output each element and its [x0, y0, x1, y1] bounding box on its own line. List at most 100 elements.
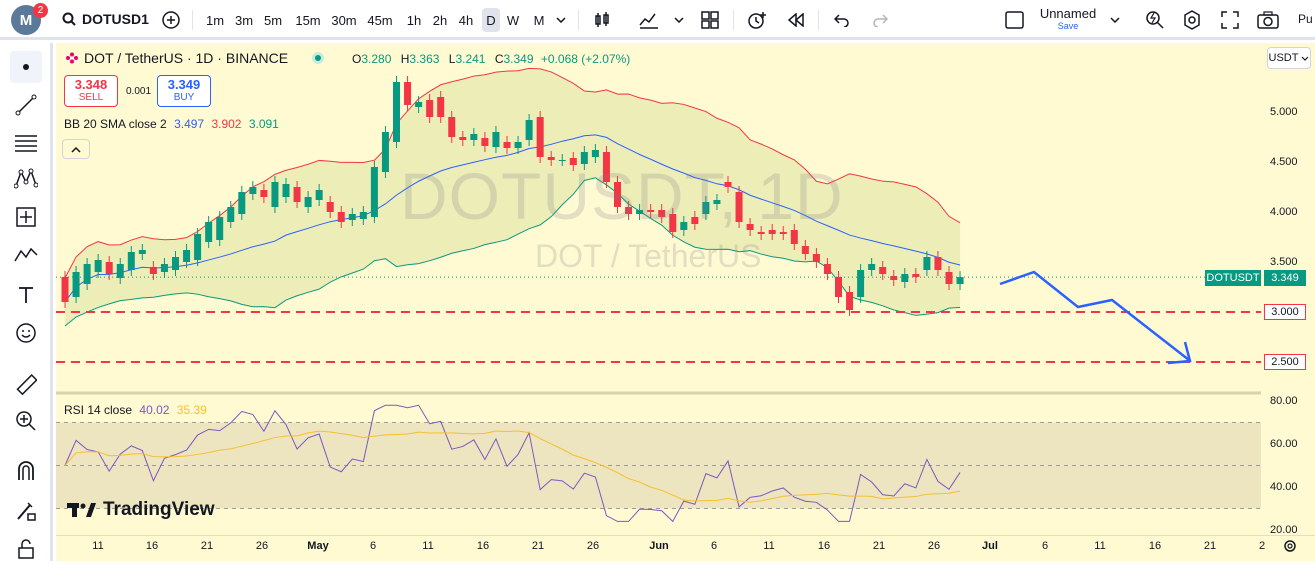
price-axis[interactable]	[1261, 43, 1315, 535]
candle-body	[835, 277, 842, 297]
timeframe-1m[interactable]: 1m	[205, 12, 225, 28]
symbol-watermark: DOTUSDT, 1D	[400, 159, 844, 233]
sell-label: SELL	[78, 92, 104, 103]
chevron-up-icon	[71, 146, 81, 153]
dot-icon	[23, 64, 29, 70]
time-label: 26	[586, 540, 600, 552]
market-status-icon[interactable]	[310, 50, 326, 66]
sell-button[interactable]: 3.348 SELL	[64, 75, 118, 107]
pattern-tool[interactable]	[10, 163, 42, 195]
indicators-dropdown[interactable]	[670, 8, 688, 32]
lock-tool[interactable]	[10, 533, 42, 565]
candle-body	[337, 212, 345, 222]
collapse-legend-button[interactable]	[62, 139, 90, 159]
layout-checkbox[interactable]	[1004, 8, 1026, 32]
buy-button[interactable]: 3.349 BUY	[157, 75, 211, 107]
top-toolbar: M 2 DOTUSD1 1m 3m 5m 15m 30m 45m 1h 2h 4h D W M Unn…	[0, 0, 1315, 40]
settings-button[interactable]	[1180, 8, 1204, 32]
time-axis[interactable]	[56, 535, 1315, 561]
undo-button[interactable]	[830, 8, 854, 32]
text-tool[interactable]	[10, 279, 42, 311]
rsi-legend[interactable]: RSI 14 close 40.02 35.39	[64, 403, 207, 417]
bb-upper-value: 3.902	[211, 117, 242, 131]
candle-body	[326, 202, 334, 212]
rsi-label: RSI 14 close	[64, 403, 133, 417]
price-label: 4.000	[1270, 206, 1298, 218]
projection-tool[interactable]	[10, 201, 42, 233]
currency-selector[interactable]: USDT	[1267, 47, 1311, 69]
candle-body	[779, 232, 787, 234]
tradingview-logo[interactable]: TradingView	[67, 499, 215, 521]
symbol-title: DOT / TetherUS · 1D · BINANCE	[84, 50, 289, 66]
axis-settings-button[interactable]	[1282, 538, 1298, 559]
time-label: 11	[422, 540, 434, 552]
add-symbol-button[interactable]	[160, 8, 182, 32]
candle-body	[72, 272, 80, 297]
zoom-tool[interactable]	[10, 405, 42, 437]
layout-button[interactable]	[698, 8, 722, 32]
candle-body	[713, 200, 721, 204]
magnet-tool[interactable]	[10, 455, 42, 487]
trend-line-tool[interactable]	[10, 89, 42, 121]
alert-button[interactable]	[744, 8, 770, 32]
brush-tool[interactable]	[10, 239, 42, 271]
avatar-letter: M	[19, 11, 33, 29]
timeframe-4h[interactable]: 4h	[458, 12, 474, 28]
replay-button[interactable]	[784, 8, 808, 32]
publish-button[interactable]: Pu	[1298, 12, 1313, 26]
current-price-badge: 3.349	[1264, 270, 1306, 286]
timeframe-2h[interactable]: 2h	[432, 12, 448, 28]
timeframe-30m[interactable]: 30m	[331, 12, 357, 28]
time-label: Jun	[649, 540, 669, 552]
emoji-tool[interactable]	[10, 317, 42, 349]
redo-button[interactable]	[868, 8, 892, 32]
timeframe-D[interactable]: D	[482, 8, 500, 32]
alarm-clock-icon	[748, 12, 766, 29]
notification-badge: 2	[33, 3, 48, 18]
fullscreen-button[interactable]	[1218, 8, 1242, 32]
high-label: H	[400, 52, 410, 66]
layout-dropdown[interactable]	[1106, 8, 1124, 32]
stay-drawing-tool[interactable]	[10, 495, 42, 527]
fib-tool[interactable]	[10, 127, 42, 159]
chart-type-button[interactable]	[590, 8, 614, 32]
candle-body	[890, 276, 898, 280]
bb-band-fill	[65, 68, 961, 326]
bb-basis-line	[64, 134, 961, 303]
indicators-button[interactable]	[637, 8, 661, 32]
level-badge: 3.000	[1264, 304, 1306, 320]
cursor-tool[interactable]	[10, 51, 42, 83]
candle-body	[249, 187, 257, 194]
ohlc-values: O3.280 H3.363 L3.241 C3.349 +0.068 (+2.0…	[352, 52, 630, 66]
candle-body	[923, 257, 931, 270]
candle-body	[647, 210, 655, 212]
lock-icon	[18, 539, 34, 559]
chart-pane[interactable]	[56, 43, 1261, 535]
timeframe-1h[interactable]: 1h	[406, 12, 422, 28]
candle-body	[790, 230, 798, 244]
candle-body	[172, 257, 179, 270]
candle-body	[558, 160, 566, 161]
timeframe-M[interactable]: M	[533, 12, 545, 28]
layout-name-block[interactable]: Unnamed Save	[1035, 6, 1101, 31]
quick-search-button[interactable]	[1143, 8, 1167, 32]
chevron-down-icon	[1110, 17, 1120, 23]
bollinger-legend[interactable]: BB 20 SMA close 2 3.497 3.902 3.091	[64, 117, 279, 131]
symbol-search[interactable]: DOTUSD1	[62, 11, 149, 27]
timeframe-W[interactable]: W	[506, 12, 520, 28]
timeframe-5m[interactable]: 5m	[263, 12, 283, 28]
timeframe-dropdown[interactable]	[552, 8, 570, 32]
screenshot-button[interactable]	[1255, 8, 1281, 32]
camera-icon	[1257, 11, 1279, 29]
candle-body	[61, 277, 69, 302]
candle-body	[702, 202, 710, 214]
magnet-icon	[18, 461, 34, 480]
plus-circle-icon	[162, 11, 180, 29]
measure-tool[interactable]	[10, 369, 42, 401]
divider	[733, 10, 734, 30]
timeframe-15m[interactable]: 15m	[295, 12, 321, 28]
timeframe-45m[interactable]: 45m	[367, 12, 393, 28]
timeframe-3m[interactable]: 3m	[234, 12, 254, 28]
undo-icon	[834, 14, 849, 27]
